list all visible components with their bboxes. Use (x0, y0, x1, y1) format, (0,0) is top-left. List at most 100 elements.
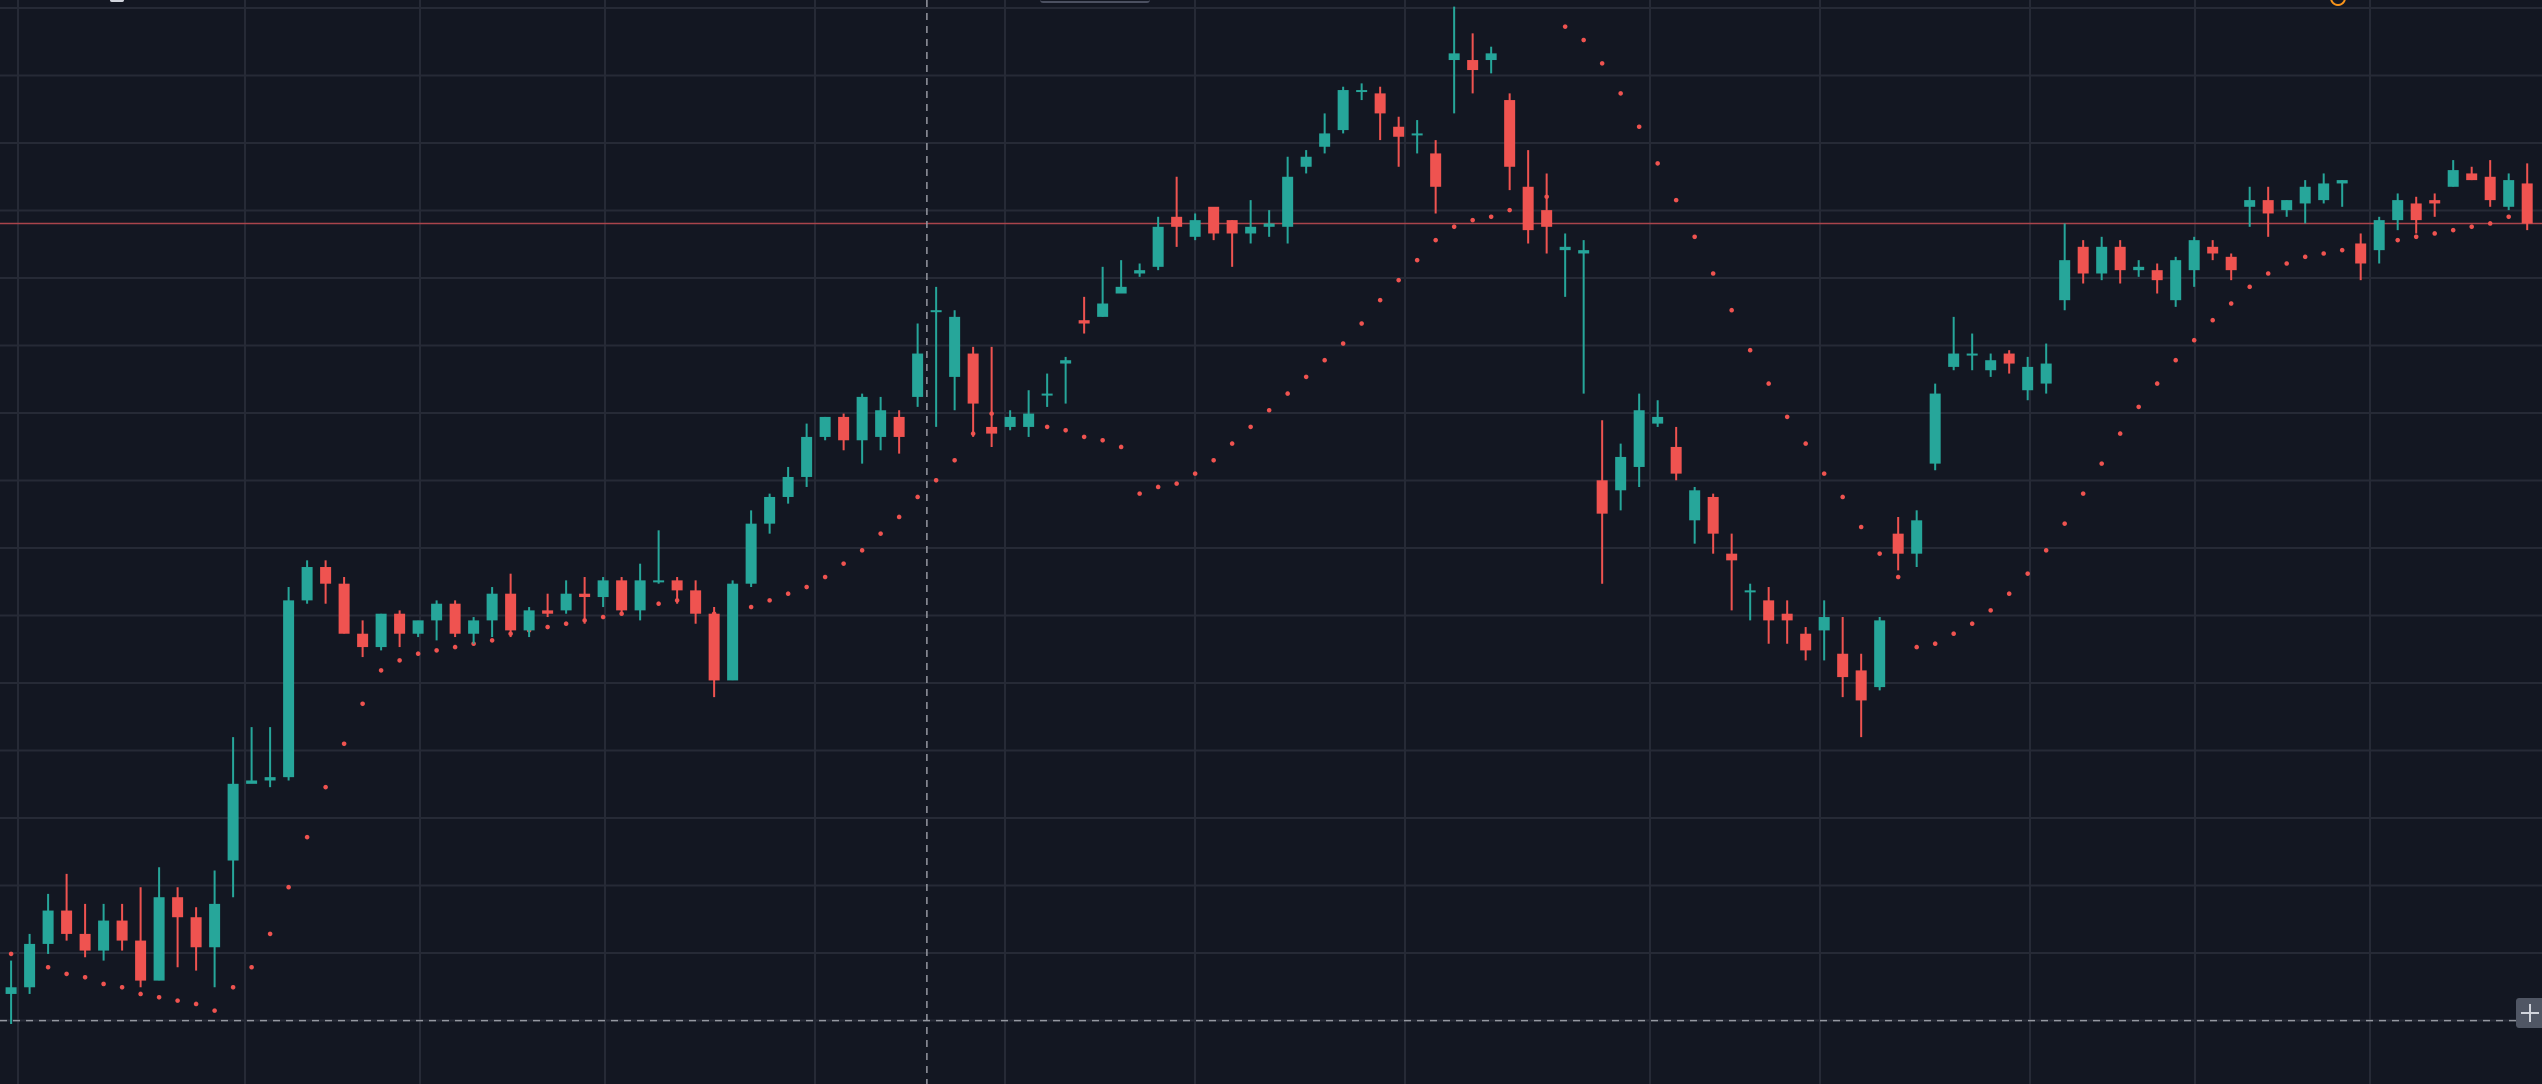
candle-body (1522, 186, 1534, 231)
candle-body (1559, 246, 1571, 251)
candle-up (2281, 200, 2293, 217)
candle-down (1504, 93, 1516, 191)
candle-body (801, 436, 813, 477)
candle-up (431, 600, 443, 641)
candle-up (949, 310, 961, 411)
sar-dot (101, 981, 106, 987)
candle-up (2188, 236, 2200, 287)
sar-dot (1895, 574, 1901, 580)
sar-dot (1673, 197, 1679, 203)
sar-dot (1784, 414, 1790, 420)
candle-body (2521, 183, 2533, 224)
candle-body (2003, 353, 2015, 364)
sar-dot (1396, 277, 1401, 283)
candle-up (153, 867, 165, 981)
candle-up (912, 323, 924, 407)
candle-up (560, 580, 572, 614)
candle-down (190, 907, 202, 971)
sar-dot (1488, 214, 1494, 220)
sar-dot (1044, 424, 1050, 430)
candle-body (2188, 240, 2200, 271)
candle-body (930, 310, 942, 313)
candle-down (1208, 206, 1220, 241)
sar-dot (1359, 321, 1364, 326)
candle-body (2429, 200, 2441, 204)
candle-down (2114, 240, 2126, 284)
sar-dot (1618, 91, 1623, 96)
candle-body (856, 396, 868, 441)
candle-body (579, 593, 591, 598)
candle-body (2447, 170, 2459, 187)
candle-down (671, 577, 683, 604)
sar-dot (841, 561, 846, 566)
candle-down (135, 887, 147, 988)
candle-body (1670, 446, 1682, 474)
candle-body (431, 603, 443, 621)
candle-body (412, 620, 424, 634)
sar-dot (1692, 234, 1697, 240)
candle-up (98, 903, 110, 961)
sar-dot (175, 998, 180, 1003)
candle-body (79, 933, 91, 951)
sar-dot (1285, 391, 1290, 396)
candle-up (745, 510, 757, 588)
candle-down (2355, 233, 2367, 281)
candle-up (1929, 383, 1941, 471)
candle-up (1652, 400, 1664, 427)
candle-up (930, 286, 942, 427)
candle-up (1245, 200, 1257, 244)
sar-dot (1470, 217, 1475, 223)
candle-body (468, 620, 480, 634)
sar-dot (1710, 271, 1716, 276)
candle-body (2022, 366, 2034, 391)
candle-up (856, 393, 868, 464)
sar-dot (915, 494, 920, 500)
candle-body (1078, 320, 1090, 324)
candle-down (1078, 296, 1090, 334)
sar-dot (2173, 357, 2178, 363)
candle-body (1596, 480, 1608, 514)
candle-body (2373, 220, 2385, 251)
candle-down (2466, 166, 2478, 181)
candle-body (24, 943, 36, 988)
sar-dot (2136, 404, 2141, 410)
candle-up (727, 580, 739, 681)
candle-up (412, 620, 424, 638)
sar-dot (748, 604, 754, 610)
candle-body (2262, 200, 2274, 214)
candle-body (1781, 613, 1793, 621)
candle-up (227, 737, 239, 898)
sar-dot (2469, 224, 2474, 230)
add-plus-icon[interactable] (2516, 998, 2542, 1028)
candle-up (1744, 583, 1756, 621)
candle-down (1763, 587, 1775, 644)
candle-body (1485, 53, 1497, 61)
candle-up (1356, 83, 1368, 101)
candle-down (79, 903, 91, 958)
sar-dot (2247, 284, 2252, 290)
candle-down (1467, 33, 1479, 94)
sar-dot (119, 984, 125, 990)
candle-up (1134, 263, 1146, 277)
candle-body (1189, 220, 1201, 237)
sar-dot (1507, 207, 1512, 213)
candle-down (1781, 600, 1793, 644)
candle-body (1800, 633, 1812, 651)
candle-down (357, 620, 369, 658)
candle-body (1152, 226, 1164, 267)
candle-body (1652, 416, 1664, 424)
candle-body (986, 426, 998, 434)
candle-down (116, 903, 128, 951)
candle-up (1948, 316, 1960, 371)
sar-dot (415, 651, 421, 657)
candle-down (2207, 240, 2219, 261)
candle-down (1855, 653, 1867, 738)
sar-dot (952, 457, 957, 463)
candle-down (1393, 116, 1405, 167)
candle-body (1023, 413, 1035, 427)
candle-body (2410, 203, 2422, 221)
sar-dot (2339, 247, 2345, 253)
sar-dot (1747, 347, 1753, 353)
